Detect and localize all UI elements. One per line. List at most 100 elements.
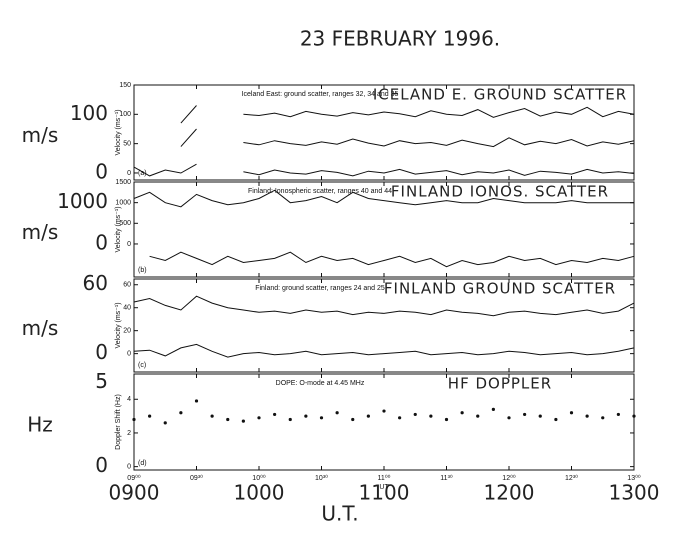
y-tick-label: 60 <box>123 282 131 289</box>
handwritten-level: 60 <box>83 271 108 295</box>
handwritten-level: 1000 <box>57 189 108 213</box>
doppler-point <box>460 411 464 415</box>
doppler-point <box>163 421 167 425</box>
handwritten-panel-title: HF DOPPLER <box>448 375 552 393</box>
doppler-point <box>538 414 542 418</box>
doppler-point <box>226 417 230 422</box>
y-tick-label: 0 <box>127 350 131 357</box>
doppler-point <box>382 409 386 413</box>
doppler-point <box>569 411 574 415</box>
panel-title: Iceland East: ground scatter, ranges 32,… <box>242 91 399 98</box>
y-tick-label: 4 <box>127 396 131 403</box>
handwritten-unit: m/s <box>22 123 59 147</box>
panel-label: (c) <box>138 362 146 369</box>
y-tick-label: 50 <box>123 140 131 147</box>
doppler-point <box>366 414 370 418</box>
doppler-point <box>132 417 136 422</box>
trace <box>133 343 635 358</box>
x-tick-label: 09³⁰ <box>190 474 203 482</box>
handwritten-unit: m/s <box>22 316 59 340</box>
y-tick-label: 100 <box>119 111 131 118</box>
doppler-point <box>554 417 558 422</box>
doppler-point <box>179 411 183 415</box>
doppler-point <box>616 412 620 417</box>
trace <box>133 295 635 317</box>
panel-title: Finland: Ionospheric scatter, ranges 40 … <box>248 188 392 195</box>
doppler-point <box>601 416 605 420</box>
handwritten-hour: 1000 <box>234 481 285 505</box>
panel-label: (b) <box>138 267 147 274</box>
trace <box>133 163 635 177</box>
y-tick-label: 150 <box>119 82 131 89</box>
x-tick-label: 13⁰⁰ <box>627 474 641 482</box>
x-tick-label: 11³⁰ <box>440 474 453 482</box>
handwritten-panel-title: ICELAND E. GROUND SCATTER <box>373 86 627 104</box>
y-tick-label: 0 <box>127 241 131 248</box>
doppler-point <box>632 414 636 418</box>
trace <box>180 105 635 124</box>
doppler-point <box>319 416 324 420</box>
panel-label: (d) <box>138 460 147 467</box>
handwritten-level: 5 <box>95 369 108 393</box>
panel-frame <box>133 373 635 471</box>
x-axis-label: UT <box>379 484 389 491</box>
x-tick-label: 12⁰⁰ <box>502 474 516 482</box>
handwritten-hour: 1300 <box>609 481 660 505</box>
y-axis-label: Velocity (ms⁻¹) <box>115 302 122 348</box>
handwritten-x-unit: U.T. <box>321 502 358 526</box>
doppler-point <box>429 414 433 418</box>
doppler-point <box>476 414 480 418</box>
x-tick-label: 09⁰⁰ <box>127 474 141 482</box>
doppler-point <box>491 407 495 411</box>
doppler-point <box>273 412 277 417</box>
doppler-point <box>585 414 589 418</box>
x-tick-label: 11⁰⁰ <box>378 474 391 482</box>
doppler-point <box>257 416 261 420</box>
y-axis-label: Doppler Shift (Hz) <box>115 394 122 450</box>
handwritten-unit: m/s <box>22 220 59 244</box>
handwritten-level: 0 <box>95 159 108 183</box>
handwritten-panel-title: FINLAND GROUND SCATTER <box>384 280 616 298</box>
x-tick-label: 10⁰⁰ <box>252 474 266 482</box>
doppler-point <box>210 414 214 418</box>
trace <box>149 251 635 268</box>
y-tick-label: 20 <box>123 328 131 335</box>
handwritten-unit: Hz <box>27 413 53 437</box>
y-axis-label: Velocity (ms⁻¹) <box>115 206 122 252</box>
doppler-point <box>194 399 199 403</box>
panel-label: (a) <box>138 170 147 177</box>
panel-title: DOPE: O-mode at 4.45 MHz <box>276 380 365 387</box>
doppler-point <box>304 414 308 418</box>
handwritten-level: 0 <box>95 453 108 477</box>
handwritten-hour: 0900 <box>109 481 160 505</box>
y-axis-label: Velocity (ms⁻¹) <box>115 109 122 155</box>
x-tick-label: 12³⁰ <box>565 474 578 482</box>
trace <box>133 189 634 208</box>
handwritten-hour: 1200 <box>484 481 535 505</box>
doppler-point <box>398 416 402 420</box>
doppler-point <box>523 412 527 417</box>
panel-title: Finland: ground scatter, ranges 24 and 2… <box>255 285 385 292</box>
handwritten-panel-title: FINLAND IONOS. SCATTER <box>391 183 609 201</box>
y-tick-label: 2 <box>127 430 131 437</box>
doppler-point <box>335 411 339 415</box>
doppler-point <box>148 414 152 418</box>
doppler-point <box>413 412 417 417</box>
handwritten-hour: 1100 <box>359 481 410 505</box>
y-tick-label: 40 <box>123 305 131 312</box>
x-tick-label: 10³⁰ <box>315 474 328 482</box>
doppler-point <box>241 419 245 423</box>
trace <box>180 128 635 148</box>
handwritten-date: 23 FEBRUARY 1996. <box>300 27 500 51</box>
doppler-point <box>444 417 449 422</box>
handwritten-level: 0 <box>95 340 108 364</box>
handwritten-level: 0 <box>95 230 108 254</box>
handwritten-level: 100 <box>70 101 108 125</box>
doppler-point <box>351 417 355 422</box>
y-tick-label: 1000 <box>115 199 131 206</box>
y-tick-label: 1500 <box>115 179 131 186</box>
doppler-point <box>288 417 292 422</box>
y-tick-label: 0 <box>127 463 131 470</box>
doppler-point <box>507 416 511 420</box>
